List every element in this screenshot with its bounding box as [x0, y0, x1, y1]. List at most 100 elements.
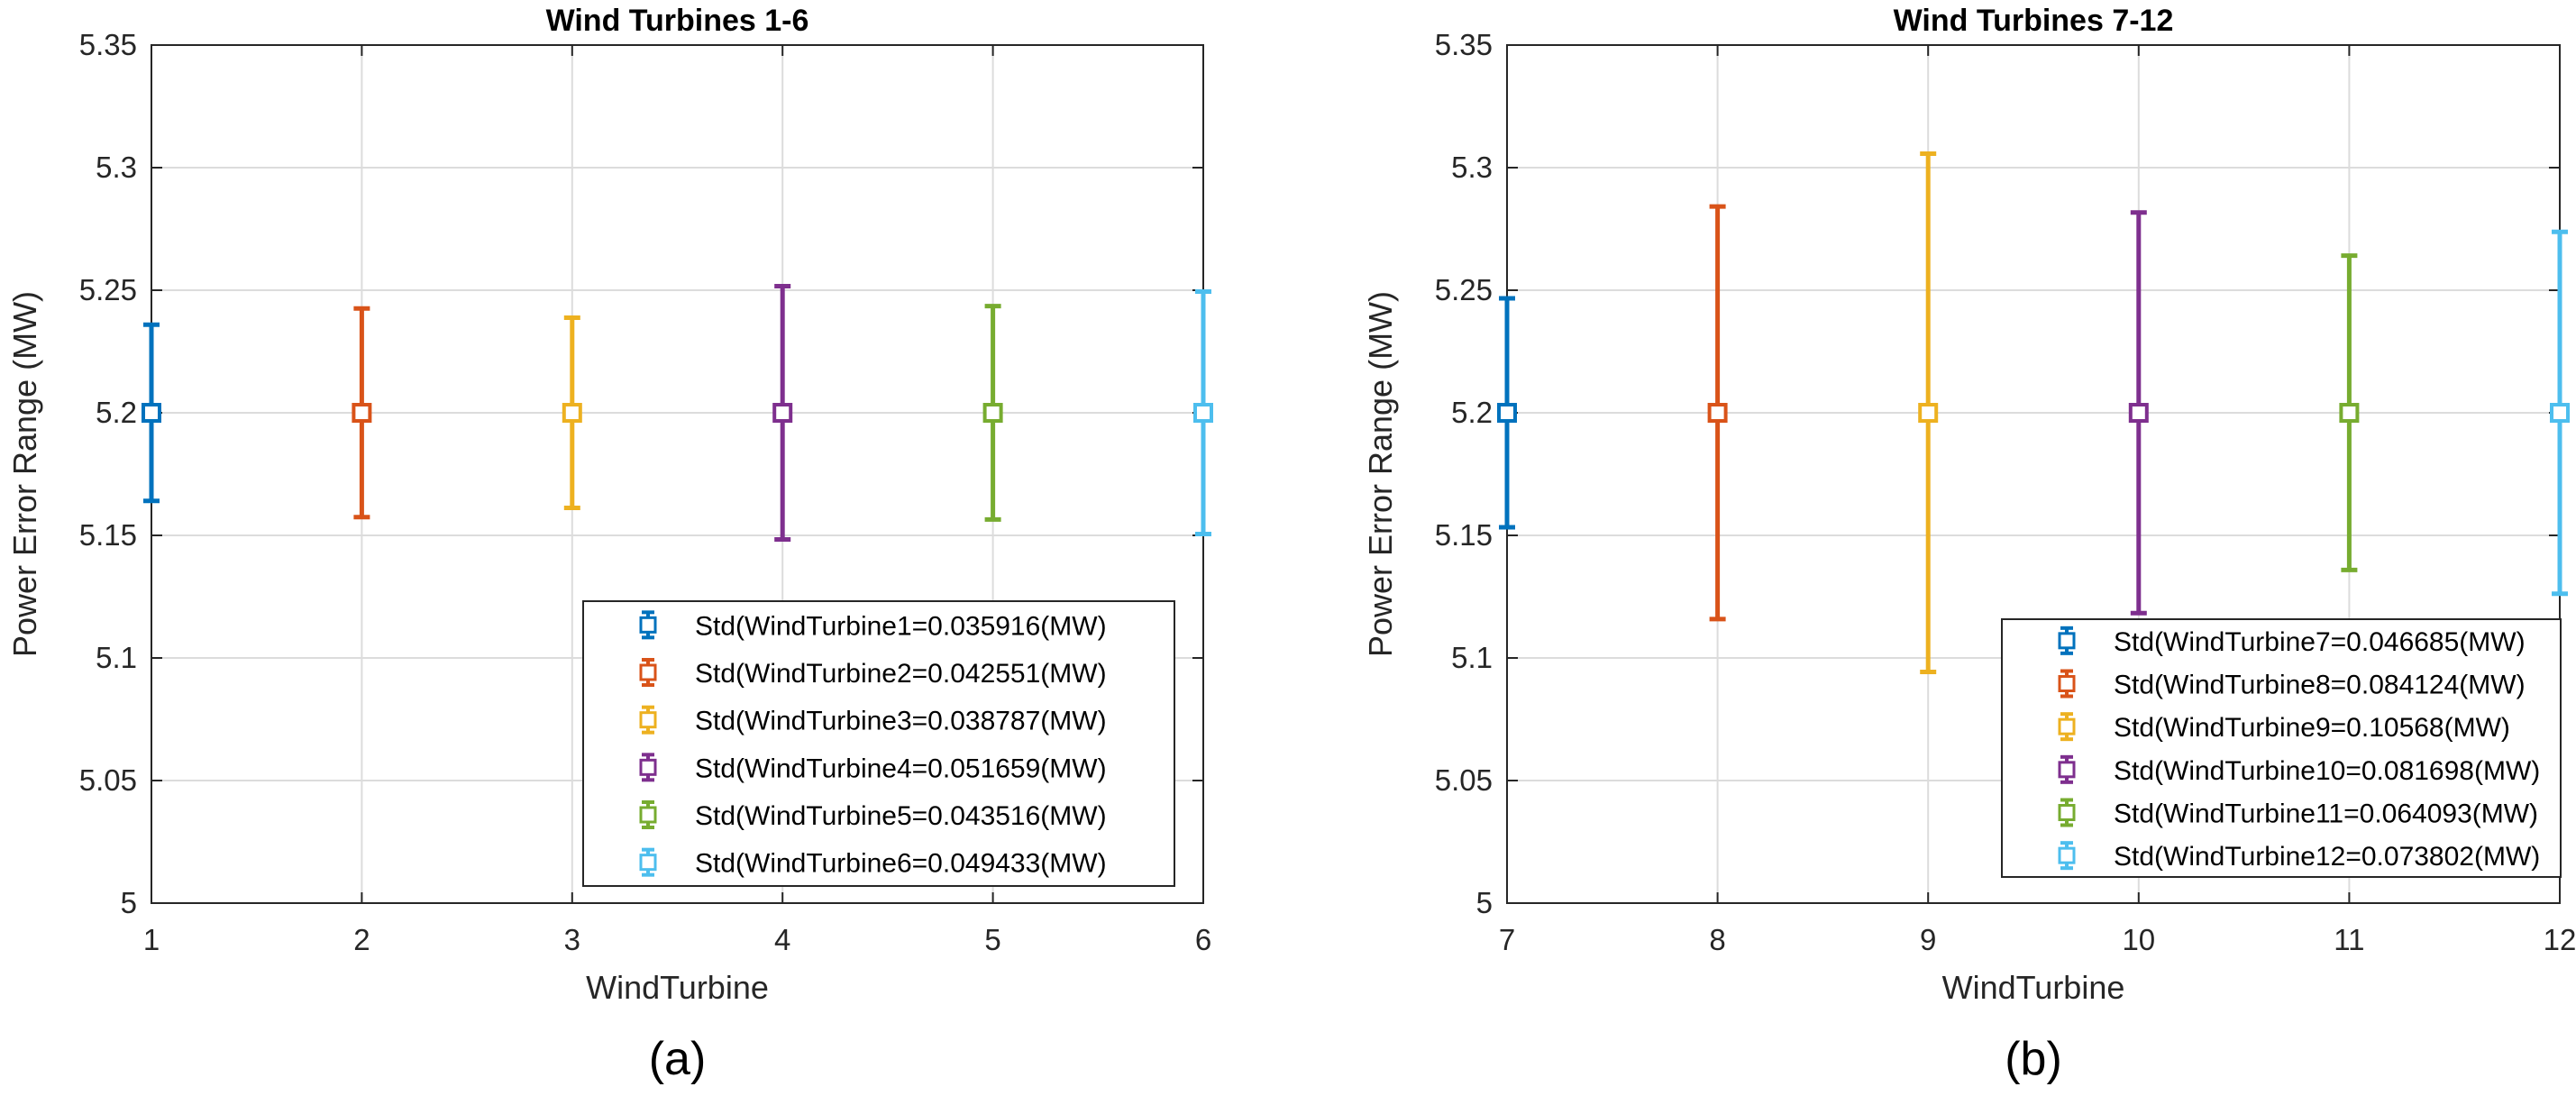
x-tick-label: 12	[2544, 923, 2576, 956]
legend-entry-5: Std(WindTurbine5=0.043516(MW)	[639, 800, 1107, 831]
legend-entry-8: Std(WindTurbine8=0.084124(MW)	[2058, 669, 2526, 700]
legend-label: Std(WindTurbine4=0.051659(MW)	[695, 754, 1107, 783]
mean-marker	[982, 403, 1003, 423]
legend-marker-icon	[2058, 761, 2076, 779]
y-tick-label: 5	[121, 886, 137, 919]
legend-marker-icon	[2058, 632, 2076, 650]
mean-marker	[1193, 403, 1213, 423]
y-tick-label: 5.05	[1435, 763, 1493, 797]
legend-label: Std(WindTurbine3=0.038787(MW)	[695, 707, 1107, 736]
errorbar-11	[2339, 253, 2360, 572]
y-tick-label: 5.15	[1435, 518, 1493, 552]
y-tick-label: 5	[1476, 886, 1493, 919]
errorbar-1	[142, 322, 161, 504]
errorbar-9	[1918, 151, 1939, 674]
y-tick-label: 5.25	[79, 273, 137, 306]
x-tick-label: 10	[2122, 923, 2155, 956]
x-tick-label: 1	[143, 923, 160, 956]
mean-marker	[2339, 403, 2360, 423]
legend: Std(WindTurbine1=0.035916(MW) Std(WindTur…	[582, 600, 1175, 887]
errorbar-10	[2128, 210, 2149, 616]
legend-label: Std(WindTurbine1=0.035916(MW)	[695, 611, 1107, 641]
x-tick-label: 4	[774, 923, 790, 956]
y-tick-label: 5.2	[1451, 396, 1493, 429]
x-axis-label: WindTurbine	[1942, 969, 2125, 1006]
legend-label: Std(WindTurbine10=0.081698(MW)	[2114, 756, 2540, 786]
mean-marker	[1707, 403, 1728, 423]
x-tick-label: 11	[2334, 923, 2364, 956]
legend-box	[582, 600, 1175, 887]
panel-label: (a)	[649, 1033, 707, 1085]
legend-marker-icon	[639, 806, 657, 824]
mean-marker	[1918, 403, 1939, 423]
legend-label: Std(WindTurbine5=0.043516(MW)	[695, 801, 1107, 831]
legend-label: Std(WindTurbine8=0.084124(MW)	[2114, 671, 2526, 700]
legend-label: Std(WindTurbine6=0.049433(MW)	[695, 849, 1107, 879]
y-tick-label: 5.15	[79, 518, 137, 552]
errorbar-4	[772, 283, 793, 543]
mean-marker	[2128, 403, 2149, 423]
chart-title: Wind Turbines 1-6	[546, 4, 809, 38]
y-tick-label: 5.3	[1451, 151, 1493, 184]
legend-entry-2: Std(WindTurbine2=0.042551(MW)	[639, 658, 1107, 689]
legend-marker-icon	[639, 663, 657, 681]
x-tick-label: 3	[564, 923, 580, 956]
mean-marker	[562, 403, 582, 423]
x-tick-label: 7	[1499, 923, 1515, 956]
y-axis-label: Power Error Range (MW)	[1362, 291, 1399, 657]
y-tick-label: 5.2	[96, 396, 137, 429]
y-tick-label: 5.35	[1435, 28, 1493, 61]
x-tick-label: 9	[1920, 923, 1936, 956]
legend-box	[2001, 618, 2562, 878]
legend-entry-9: Std(WindTurbine9=0.10568(MW)	[2058, 712, 2510, 743]
errorbar-8	[1707, 204, 1728, 622]
legend-label: Std(WindTurbine12=0.073802(MW)	[2114, 842, 2540, 872]
errorbar-2	[352, 306, 372, 520]
legend-entry-7: Std(WindTurbine7=0.046685(MW)	[2058, 626, 2526, 657]
x-tick-label: 5	[984, 923, 1000, 956]
legend-label: Std(WindTurbine2=0.042551(MW)	[695, 659, 1107, 689]
y-tick-label: 5.1	[96, 641, 137, 674]
x-axis-label: WindTurbine	[586, 969, 769, 1006]
mean-marker	[142, 403, 161, 423]
legend-marker-icon	[2058, 846, 2076, 864]
legend-marker-icon	[2058, 717, 2076, 735]
legend-entry-6: Std(WindTurbine6=0.049433(MW)	[639, 847, 1107, 879]
x-tick-label: 2	[353, 923, 370, 956]
errorbar-7	[1497, 296, 1517, 530]
legend: Std(WindTurbine7=0.046685(MW) Std(WindTur…	[2001, 618, 2562, 878]
legend-entry-3: Std(WindTurbine3=0.038787(MW)	[639, 705, 1107, 736]
y-tick-label: 5.3	[96, 151, 137, 184]
mean-marker	[1497, 403, 1517, 423]
y-tick-label: 5.25	[1435, 273, 1493, 306]
mean-marker	[772, 403, 793, 423]
x-tick-label: 8	[1709, 923, 1725, 956]
panel-label: (b)	[2005, 1033, 2062, 1085]
errorbar-12	[2550, 229, 2570, 597]
legend-label: Std(WindTurbine9=0.10568(MW)	[2114, 713, 2510, 743]
legend-entry-12: Std(WindTurbine12=0.073802(MW)	[2058, 841, 2540, 872]
errorbar-3	[562, 315, 582, 511]
legend-marker-icon	[2058, 675, 2076, 692]
legend-entry-11: Std(WindTurbine11=0.064093(MW)	[2058, 798, 2538, 829]
ticks: 7 8 9 10 11 12 5 5.05 5.1 5.15 5.2 5.25 5.3 5.35	[1435, 28, 2576, 956]
x-tick-label: 6	[1195, 923, 1211, 956]
errorbar-5	[982, 304, 1003, 522]
chart-panel-2: 7 8 9 10 11 12 5 5.05 5.1 5.15 5.2 5.25 5.3 5.35 Wind …	[1362, 4, 2576, 1085]
y-tick-label: 5.1	[1451, 641, 1493, 674]
legend-entry-1: Std(WindTurbine1=0.035916(MW)	[639, 610, 1107, 641]
y-tick-label: 5.35	[79, 28, 137, 61]
legend-marker-icon	[639, 711, 657, 729]
errorbar-6	[1193, 289, 1213, 536]
legend-marker-icon	[639, 616, 657, 634]
y-tick-label: 5.05	[79, 763, 137, 797]
legend-entry-4: Std(WindTurbine4=0.051659(MW)	[639, 753, 1107, 783]
y-axis-label: Power Error Range (MW)	[6, 291, 43, 657]
chart-title: Wind Turbines 7-12	[1894, 4, 2174, 38]
legend-entry-10: Std(WindTurbine10=0.081698(MW)	[2058, 754, 2540, 786]
legend-label: Std(WindTurbine11=0.064093(MW)	[2114, 799, 2538, 829]
legend-marker-icon	[639, 758, 657, 776]
ticks: 1 2 3 4 5 6 5 5.05 5.1 5.15 5.2 5.25 5.3 5.35	[79, 28, 1211, 956]
mean-marker	[2550, 403, 2570, 423]
